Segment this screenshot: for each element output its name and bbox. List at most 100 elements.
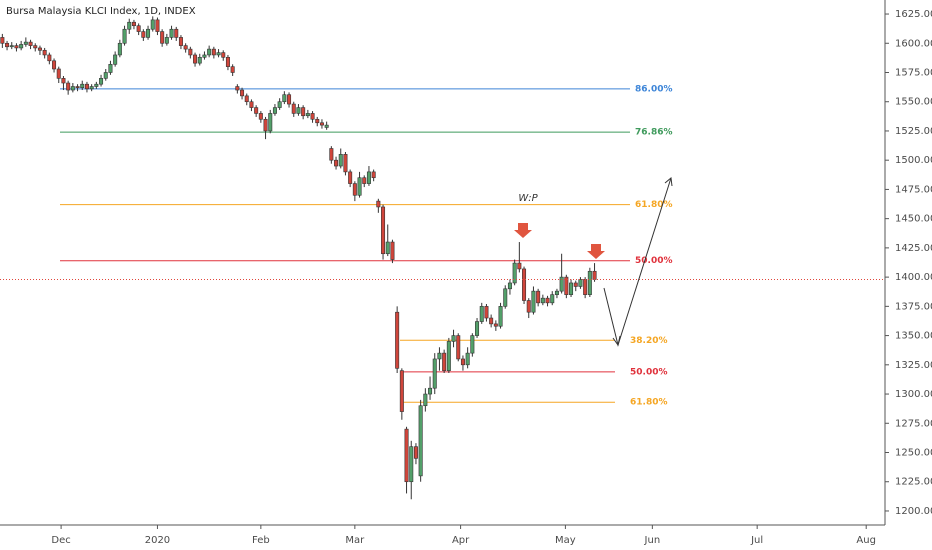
candle-body <box>587 270 592 295</box>
y-tick-label: 1500.00 <box>895 155 932 166</box>
candle-body <box>174 28 179 38</box>
candle-body <box>512 262 517 284</box>
candle-body <box>188 48 193 56</box>
fib-label: 50.00% <box>635 256 673 266</box>
x-tick-label: Jun <box>644 535 661 546</box>
candle-body <box>42 49 47 56</box>
candle-body <box>385 241 390 255</box>
candle-body <box>334 159 339 167</box>
candle-body <box>564 276 569 295</box>
candle-body <box>493 323 498 327</box>
y-tick-label: 1450.00 <box>895 214 932 225</box>
candle-body <box>503 288 508 307</box>
candle-body <box>456 335 461 360</box>
down-arrow <box>587 244 605 259</box>
x-tick-label: Feb <box>252 535 270 546</box>
candle-body <box>155 19 160 32</box>
y-tick-label: 1525.00 <box>895 126 932 137</box>
candle-body <box>352 183 357 196</box>
candle-body <box>348 171 353 184</box>
candle-body <box>301 107 306 117</box>
candle-body <box>545 297 550 304</box>
candle-body <box>164 37 169 44</box>
candle-body <box>319 122 324 126</box>
candle-body <box>47 54 52 62</box>
candle-body <box>263 118 268 132</box>
candle-body <box>287 94 292 105</box>
drawings <box>514 177 673 347</box>
candle-body <box>540 297 545 304</box>
x-tick-label: Aug <box>856 535 876 546</box>
candle-body <box>554 290 559 295</box>
candle-body <box>14 45 19 49</box>
candle-body <box>221 52 226 58</box>
candle-body <box>470 335 475 354</box>
candle-body <box>89 86 94 90</box>
fib-label: 61.80% <box>630 398 668 408</box>
candle-body <box>240 89 245 97</box>
candle-body <box>131 21 136 27</box>
candle-body <box>315 118 320 124</box>
candle-body <box>5 42 10 48</box>
candle-body <box>94 83 99 87</box>
candle-body <box>442 352 447 371</box>
y-tick-label: 1200.00 <box>895 506 932 517</box>
candle-body <box>197 56 202 64</box>
candle-body <box>136 25 141 32</box>
y-tick-label: 1350.00 <box>895 331 932 342</box>
candle-body <box>84 83 89 90</box>
candle-body <box>489 317 494 325</box>
candle-body <box>395 311 400 369</box>
candle-body <box>399 370 404 412</box>
candle-body <box>479 306 484 322</box>
candle-body <box>146 28 151 38</box>
x-tick-label: Dec <box>51 535 70 546</box>
candle-body <box>451 335 456 342</box>
candle-body <box>211 48 216 56</box>
candle-body <box>475 321 480 336</box>
candle-body <box>536 290 541 304</box>
candle-body <box>178 37 183 46</box>
candle-body <box>418 405 423 477</box>
candle-body <box>113 54 118 65</box>
candle-body <box>141 31 146 38</box>
candle-body <box>366 171 371 184</box>
y-tick-label: 1275.00 <box>895 418 932 429</box>
candle-body <box>573 282 578 287</box>
candle-body <box>244 95 249 103</box>
candle-body <box>569 282 574 295</box>
candle-body <box>37 47 42 51</box>
candle-body <box>531 290 536 313</box>
candle-body <box>108 64 113 73</box>
candle-body <box>498 306 503 327</box>
candle-body <box>103 72 108 79</box>
candle-body <box>258 113 263 120</box>
candle-body <box>446 341 451 371</box>
candle-body <box>56 68 61 79</box>
candle-body <box>432 358 437 389</box>
candle-body <box>413 446 418 459</box>
y-tick-label: 1225.00 <box>895 477 932 488</box>
candle-body <box>282 94 287 103</box>
candle-body <box>324 124 329 128</box>
candle-body <box>61 78 66 84</box>
candle-body <box>592 270 597 280</box>
candle-body <box>357 177 362 196</box>
candle-body <box>183 45 188 50</box>
candle-body <box>559 276 564 292</box>
candle-body <box>9 45 14 48</box>
candle-body <box>507 282 512 290</box>
fib-label: 76.86% <box>635 128 673 138</box>
candle-body <box>127 21 132 30</box>
candle-body <box>75 86 80 88</box>
candle-body <box>225 56 230 67</box>
candle-body <box>404 428 409 483</box>
candle-body <box>235 86 240 91</box>
candle-body <box>272 107 277 114</box>
candle-body <box>150 19 155 30</box>
candle-body <box>390 241 395 260</box>
candle-body <box>193 54 198 64</box>
candle-body <box>296 107 301 114</box>
